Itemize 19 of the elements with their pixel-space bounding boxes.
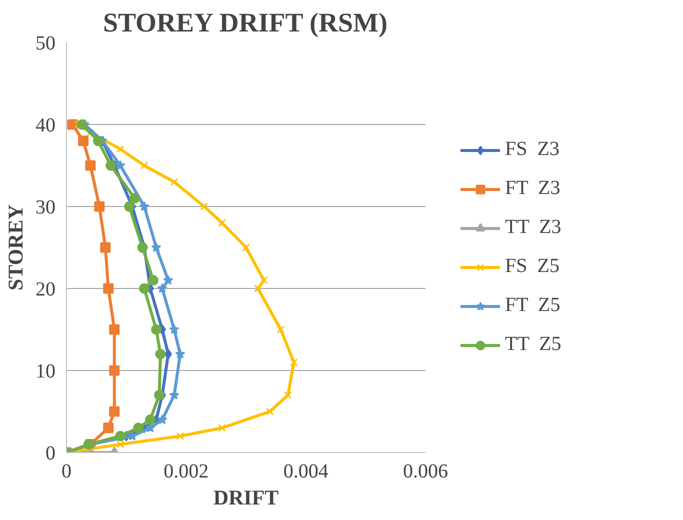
chart-title: STOREY DRIFT (RSM): [102, 8, 388, 38]
x-tick-label: 0.006: [403, 460, 448, 482]
x-axis-title: DRIFT: [213, 486, 279, 510]
y-axis-title: STOREY: [4, 204, 28, 290]
x-tick-label: 0: [62, 460, 72, 482]
legend-label: TT Z3: [505, 216, 562, 239]
y-tick-label: 40: [36, 114, 56, 136]
y-tick-label: 50: [36, 32, 56, 54]
legend-label: FS Z3: [505, 138, 560, 161]
y-tick-label: 20: [36, 278, 56, 300]
legend-label: FT Z3: [505, 177, 562, 200]
legend-label: FS Z5: [505, 255, 560, 278]
legend-label: TT Z5: [505, 333, 562, 356]
y-tick-label: 10: [36, 360, 56, 382]
x-tick-label: 0.002: [164, 460, 209, 482]
legend-label: FT Z5: [505, 294, 562, 317]
y-tick-label: 30: [36, 196, 56, 218]
y-tick-label: 0: [46, 442, 56, 464]
x-tick-label: 0.004: [283, 460, 328, 482]
